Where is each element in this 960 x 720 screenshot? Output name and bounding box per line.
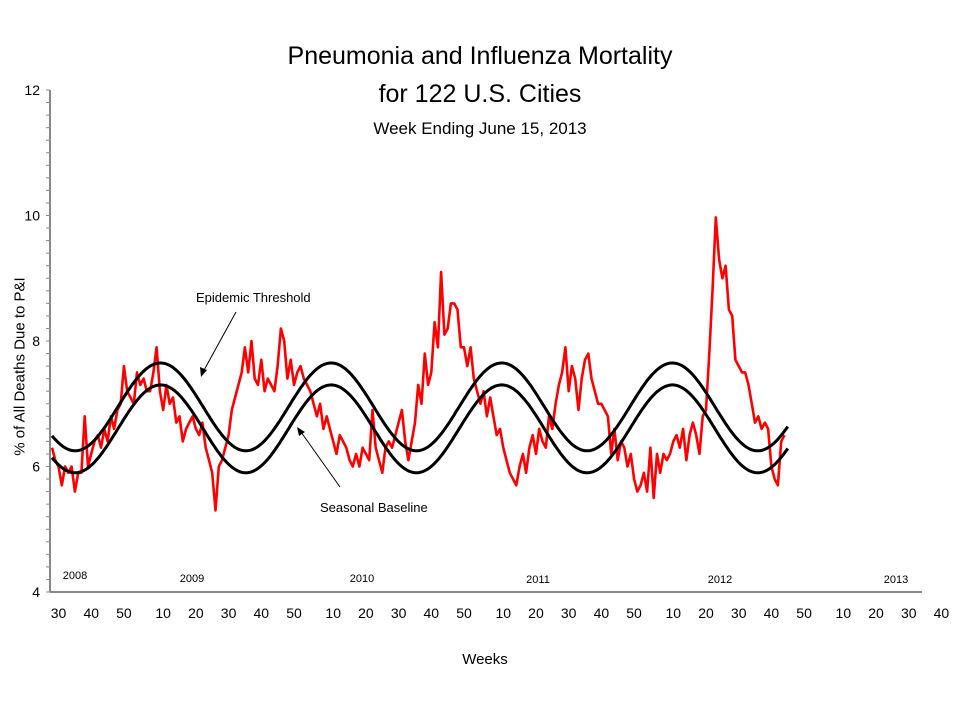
x-tick-label: 30 (561, 605, 577, 621)
chart-title: Pneumonia and Influenza Mortality (287, 42, 673, 70)
year-label: 2011 (526, 574, 550, 586)
x-tick-label: 20 (868, 605, 884, 621)
x-axis-label: Weeks (462, 651, 508, 668)
y-tick-label: 12 (24, 82, 40, 98)
year-label: 2009 (180, 573, 204, 585)
y-axis-label: % of All Deaths Due to P&I (11, 277, 29, 456)
x-tick-label: 10 (155, 605, 171, 621)
year-label: 2013 (884, 574, 908, 586)
arrowhead-icon (200, 367, 207, 377)
x-tick-label: 30 (221, 605, 237, 621)
arrowhead-icon (297, 427, 305, 436)
pi-mortality-line (50, 216, 786, 512)
year-label: 2012 (708, 574, 732, 586)
x-tick-label: 10 (495, 605, 511, 621)
seasonal-baseline-line (50, 383, 790, 475)
x-tick-label: 50 (286, 605, 302, 621)
x-tick-label: 20 (188, 605, 204, 621)
x-tick-label: 40 (934, 605, 950, 621)
chart-week-ending: Week Ending June 15, 2013 (373, 119, 587, 138)
y-tick-label: 8 (32, 333, 40, 349)
seasonal-baseline-arrow (300, 431, 341, 488)
x-tick-label: 30 (901, 605, 917, 621)
x-tick-label: 20 (528, 605, 544, 621)
x-tick-label: 50 (796, 605, 812, 621)
chart-subtitle: for 122 U.S. Cities (378, 80, 582, 108)
x-tick-label: 40 (594, 605, 610, 621)
x-tick-label: 40 (424, 605, 440, 621)
x-tick-label: 10 (666, 605, 682, 621)
x-tick-label: 40 (253, 605, 269, 621)
x-tick-label: 30 (391, 605, 407, 621)
year-label: 2008 (63, 570, 87, 582)
x-tick-label: 40 (83, 605, 99, 621)
year-label: 2010 (350, 573, 374, 585)
x-tick-label: 10 (325, 605, 341, 621)
epidemic-threshold-arrow (202, 311, 237, 373)
y-tick-label: 6 (32, 459, 40, 475)
seasonal-baseline-annotation: Seasonal Baseline (320, 500, 428, 515)
x-tick-label: 40 (764, 605, 780, 621)
x-tick-label: 20 (698, 605, 714, 621)
epidemic-threshold-annotation: Epidemic Threshold (196, 290, 311, 305)
x-tick-label: 10 (836, 605, 852, 621)
y-tick-label: 4 (32, 584, 40, 600)
x-tick-label: 50 (626, 605, 642, 621)
x-tick-label: 30 (51, 605, 67, 621)
epidemic-threshold-line (50, 361, 790, 453)
x-tick-label: 50 (456, 605, 472, 621)
x-tick-label: 30 (731, 605, 747, 621)
x-tick-label: 50 (116, 605, 132, 621)
y-tick-label: 10 (24, 208, 40, 224)
x-tick-label: 20 (358, 605, 374, 621)
